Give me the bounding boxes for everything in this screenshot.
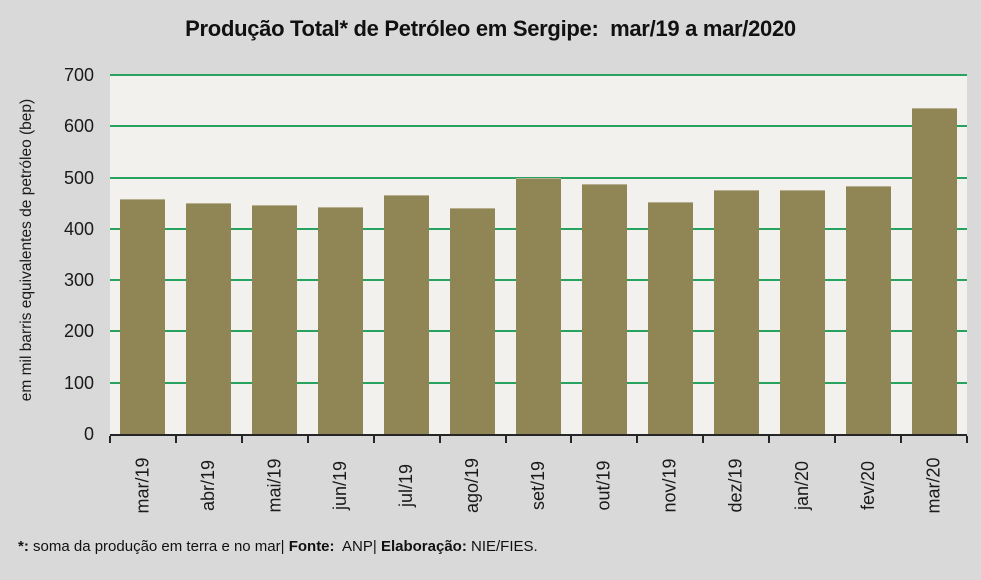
bar-band-jul-19 — [374, 75, 440, 434]
x-tick-label-fev-20: fev/20 — [857, 460, 878, 510]
chart-title: Produção Total* de Petróleo em Sergipe: … — [185, 16, 796, 41]
bar-band-nov-19 — [637, 75, 703, 434]
x-tick-label-mar-20: mar/20 — [923, 456, 944, 514]
x-axis-labels: mar/19 abr/19 mai/19 jun/19 jul/19 ago/19 set/… — [110, 443, 967, 527]
x-tick-label-ago-19: ago/19 — [462, 457, 483, 513]
x-axis-tick — [966, 436, 968, 443]
y-tick-label-300: 300 — [63, 270, 94, 291]
x-axis-ticks — [109, 436, 968, 443]
plot-area — [110, 74, 967, 436]
x-tick-label-mai-19: mai/19 — [264, 457, 285, 513]
x-axis-tick — [109, 436, 111, 443]
x-tick-label-jan-20: jan/20 — [791, 460, 812, 510]
bar-band-jun-19 — [308, 75, 374, 434]
x-label-cell: mar/20 — [901, 443, 967, 527]
bar-band-jan-20 — [769, 75, 835, 434]
y-tick-label-400: 400 — [63, 218, 94, 239]
x-label-cell: nov/19 — [637, 443, 703, 527]
x-tick-label-jun-19: jun/19 — [330, 460, 351, 510]
bar-mar-19 — [120, 198, 166, 434]
bar-dez-19 — [713, 189, 759, 434]
y-tick-label-500: 500 — [63, 167, 94, 188]
bar-band-fev-20 — [835, 75, 901, 434]
x-axis-tick — [834, 436, 837, 443]
bar-jun-19 — [318, 207, 364, 434]
footnote-segment: Fonte: — [288, 538, 335, 555]
y-tick-label-600: 600 — [63, 116, 94, 137]
footnote-segment: *: — [18, 538, 29, 555]
x-axis-tick — [768, 436, 771, 443]
x-axis-tick — [570, 436, 573, 443]
footnote-segment: soma da produção em terra e no mar| — [28, 538, 289, 555]
bars — [110, 75, 967, 434]
x-tick-label-out-19: out/19 — [593, 459, 614, 511]
bar-band-mai-19 — [242, 75, 308, 434]
x-label-cell: jan/20 — [769, 443, 835, 527]
x-axis-tick — [504, 436, 507, 443]
x-axis-tick — [636, 436, 639, 443]
x-axis-tick — [174, 436, 177, 443]
x-label-cell: set/19 — [506, 443, 572, 527]
bar-band-ago-19 — [440, 75, 506, 434]
bar-band-mar-19 — [110, 75, 176, 434]
x-axis-tick — [372, 436, 375, 443]
x-tick-label-mar-19: mar/19 — [132, 456, 153, 514]
footnote-segment: Elaboração: — [380, 538, 467, 555]
x-tick-label-jul-19: jul/19 — [396, 463, 417, 507]
footnote-segment: ANP| — [334, 538, 381, 555]
x-tick-label-nov-19: nov/19 — [659, 457, 680, 513]
bar-out-19 — [581, 183, 627, 434]
bar-set-19 — [515, 178, 561, 434]
x-axis-tick — [306, 436, 309, 443]
bar-band-mar-20 — [901, 75, 967, 434]
x-label-cell: ago/19 — [440, 443, 506, 527]
bar-fev-20 — [845, 185, 891, 434]
y-axis-ticks: 0 100 200 300 400 500 600 700 — [0, 65, 94, 444]
x-label-cell: abr/19 — [176, 443, 242, 527]
x-axis-tick — [900, 436, 903, 443]
bar-band-out-19 — [571, 75, 637, 434]
x-tick-label-abr-19: abr/19 — [198, 459, 219, 511]
bar-band-abr-19 — [176, 75, 242, 434]
x-label-cell: fev/20 — [835, 443, 901, 527]
gridline-700 — [110, 74, 967, 76]
footnote: *: soma da produção em terra e no mar| F… — [18, 538, 538, 555]
x-axis-tick — [702, 436, 705, 443]
x-tick-label-dez-19: dez/19 — [725, 457, 746, 513]
bar-abr-19 — [186, 202, 232, 434]
x-tick-label-set-19: set/19 — [527, 460, 548, 510]
bar-band-dez-19 — [703, 75, 769, 434]
x-label-cell: jun/19 — [308, 443, 374, 527]
x-label-cell: dez/19 — [703, 443, 769, 527]
gridline-500 — [110, 176, 967, 179]
y-tick-label-200: 200 — [63, 321, 94, 342]
x-label-cell: mar/19 — [110, 443, 176, 527]
x-axis-tick — [240, 436, 243, 443]
bar-mar-20 — [911, 108, 957, 434]
bar-jan-20 — [779, 190, 825, 434]
bar-jul-19 — [384, 195, 430, 434]
bar-mai-19 — [252, 205, 298, 434]
bar-ago-19 — [450, 208, 496, 434]
x-label-cell: mai/19 — [242, 443, 308, 527]
x-axis-tick — [438, 436, 441, 443]
gridline-600 — [110, 125, 967, 128]
bar-nov-19 — [647, 202, 693, 434]
y-tick-label-100: 100 — [63, 372, 94, 393]
bar-band-set-19 — [506, 75, 572, 434]
x-label-cell: out/19 — [571, 443, 637, 527]
footnote-segment: NIE/FIES. — [466, 538, 538, 555]
y-tick-label-0: 0 — [83, 424, 94, 444]
y-tick-label-700: 700 — [63, 65, 94, 85]
x-label-cell: jul/19 — [374, 443, 440, 527]
